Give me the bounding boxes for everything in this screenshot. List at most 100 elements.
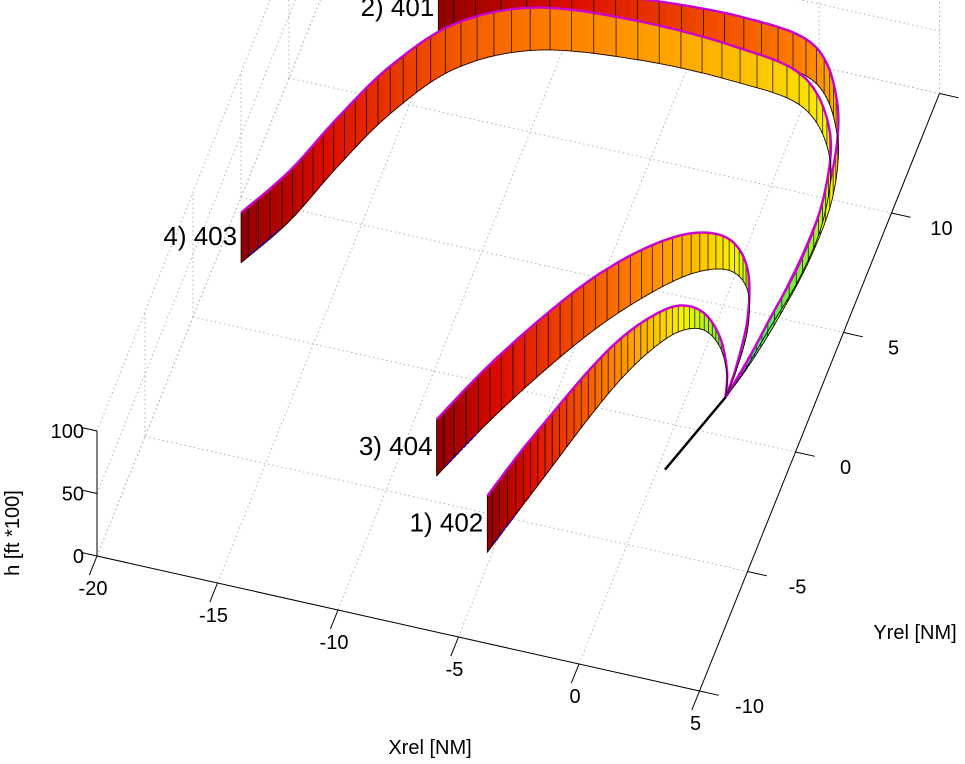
x-tick-mark [329,609,339,630]
ribbon-segment [655,241,660,291]
ribbon-segment [457,391,463,454]
y-tick-mark [843,332,863,338]
ribbon-segment [615,16,624,58]
ribbon-segment [425,35,432,87]
grid-line-floor-x [578,66,820,665]
ribbon-segment [687,32,696,72]
ribbon-segment [485,363,491,426]
ribbon-segment [528,325,534,386]
ribbon-segment [782,28,789,69]
ribbon-segment [606,266,612,322]
trajectory-label: 3) 404 [359,431,433,461]
ribbon-segment [316,136,321,192]
ribbon-segment [701,36,710,75]
ribbon-segment [642,319,646,358]
y-tick-label: -10 [735,696,764,718]
y-tick-mark [699,690,719,696]
ribbon-segment [469,379,475,442]
ribbon-segment [672,236,677,282]
runway-centerline [663,396,727,471]
ribbon-segment [798,72,804,108]
ribbon-segment [662,239,667,287]
ribbon-segment [802,75,807,111]
ribbon-segment [786,64,792,101]
ribbon-segment [696,232,701,273]
trajectory-ribbons [240,0,840,554]
ribbon-segment [739,47,747,85]
y-axis-label: Yrel [NM] [873,622,956,644]
ribbon-segment [603,351,607,400]
ribbon-segment [489,360,494,422]
ribbon-top-edge [486,304,729,497]
ribbon-segment [536,318,541,379]
ribbon-segment [333,117,338,172]
ribbon-segment [623,333,626,378]
ribbon-segment [733,45,741,84]
ribbon-segment [812,43,817,85]
ribbon-segment [446,404,451,466]
ribbon-segment [453,396,459,459]
ribbon-segment [445,25,451,74]
z-tick-mark [82,489,98,494]
ribbon-segment [721,41,729,81]
axes: Xrel [NM] Yrel [NM] h [ft *100] -20 -15 -1… [2,93,959,759]
ribbon-segment [636,324,639,364]
ribbon-segment [450,23,457,72]
ribbon-segment [309,144,314,200]
ribbon-segment [508,342,514,404]
ribbon-segment [402,51,408,104]
ribbon-segment [777,60,783,97]
y-axis-line [699,93,940,692]
ribbon-segment [641,247,646,299]
y-tick-mark [795,451,815,457]
ribbon-segment [675,235,680,281]
y-tick-mark [747,571,767,577]
ribbon-segment [493,10,501,57]
ribbon-bottom-edge [436,268,750,477]
ribbon-segment [302,152,307,208]
ribbon-segment [687,232,692,276]
ribbon-segment [407,48,413,101]
trajectory-ribbon [435,231,751,477]
ribbon-segment [473,375,479,437]
ribbon-segment [715,39,723,79]
x-tick-mark [450,636,459,657]
ribbon-segment [539,424,543,484]
ribbon-segment [665,238,670,286]
ribbon-segment [540,315,545,375]
ribbon-segment [751,51,758,89]
ribbon-segment [494,482,498,544]
ribbon-top-edge [240,6,833,398]
ribbon-segment [585,11,595,54]
ribbon-segment [336,113,342,168]
x-axis-label: Xrel [NM] [388,737,471,759]
ribbon-segment [517,7,525,53]
x-tick-label: -20 [79,578,108,600]
ribbon-segment [567,292,573,352]
ribbon-segment [681,233,686,278]
ribbon-segment [787,30,794,71]
ribbon-segment [805,38,811,79]
ribbon-segment [644,22,653,63]
ribbon-segment [630,253,635,306]
ribbon-segment [782,62,788,99]
ribbon-segment [623,17,632,59]
ribbon-segment [547,415,551,474]
x-tick-label: -5 [446,659,464,681]
ribbon-segment [648,244,653,295]
ribbon-segment [554,406,558,464]
ribbon-segment [355,94,360,149]
ribbon-segment [344,106,349,160]
ribbon-segment [523,7,531,52]
ribbon-segment [504,468,508,530]
ribbon-segment [277,177,283,233]
ribbon-segment [273,181,279,236]
ribbon-segment [600,13,610,56]
ribbon-segment [651,23,660,64]
trajectory-label: 4) 403 [163,221,237,251]
grid-line-side-z [96,0,321,557]
ribbon-segment [389,62,395,115]
ribbon-segment [594,273,600,330]
ribbon-segment [265,188,271,243]
ribbon-segment [251,200,255,255]
